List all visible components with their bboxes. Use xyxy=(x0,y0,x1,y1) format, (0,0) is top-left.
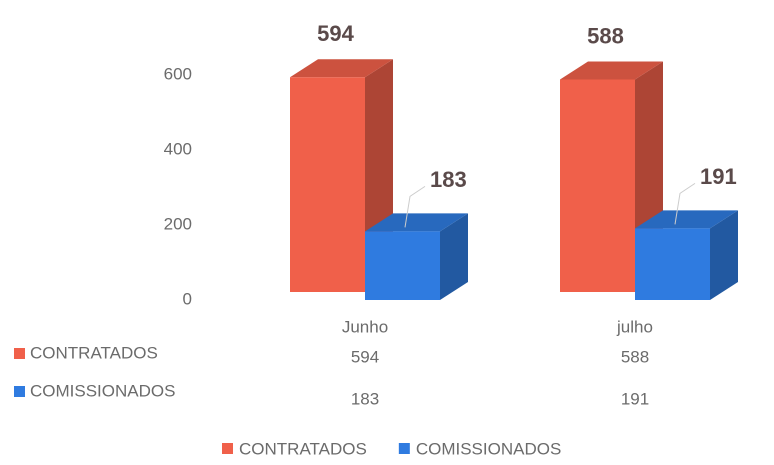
bar-side xyxy=(440,213,468,300)
bar-top xyxy=(635,210,738,229)
legend-label: COMISSIONADOS xyxy=(416,439,561,458)
table-legend-label: COMISSIONADOS xyxy=(30,381,175,400)
y-tick-label: 600 xyxy=(164,64,192,83)
data-label: 191 xyxy=(700,164,737,189)
y-tick-label: 0 xyxy=(183,289,192,308)
table-value: 594 xyxy=(351,347,379,366)
leader-line xyxy=(404,185,426,228)
bar-top xyxy=(560,61,663,80)
table-value: 191 xyxy=(621,389,649,408)
bar xyxy=(560,79,635,292)
legend-swatch xyxy=(398,443,410,454)
bar xyxy=(365,231,440,300)
data-label: 588 xyxy=(587,23,624,48)
bar-top xyxy=(365,213,468,232)
table-value: 183 xyxy=(351,389,379,408)
data-label: 183 xyxy=(430,167,467,192)
bar-side xyxy=(710,210,738,300)
table-legend-swatch xyxy=(14,386,25,397)
bar-top xyxy=(290,59,393,78)
x-tick-label: Junho xyxy=(342,317,388,336)
leader-line xyxy=(674,182,696,225)
legend-label: CONTRATADOS xyxy=(239,439,367,458)
bar xyxy=(290,77,365,292)
x-tick-label: julho xyxy=(616,317,653,336)
bar xyxy=(635,228,710,300)
y-tick-label: 200 xyxy=(164,214,192,233)
table-legend-swatch xyxy=(14,348,25,359)
y-tick-label: 400 xyxy=(164,139,192,158)
data-label: 594 xyxy=(317,21,354,46)
legend-swatch xyxy=(222,443,233,454)
table-value: 588 xyxy=(621,347,649,366)
table-legend-label: CONTRATADOS xyxy=(30,343,158,362)
